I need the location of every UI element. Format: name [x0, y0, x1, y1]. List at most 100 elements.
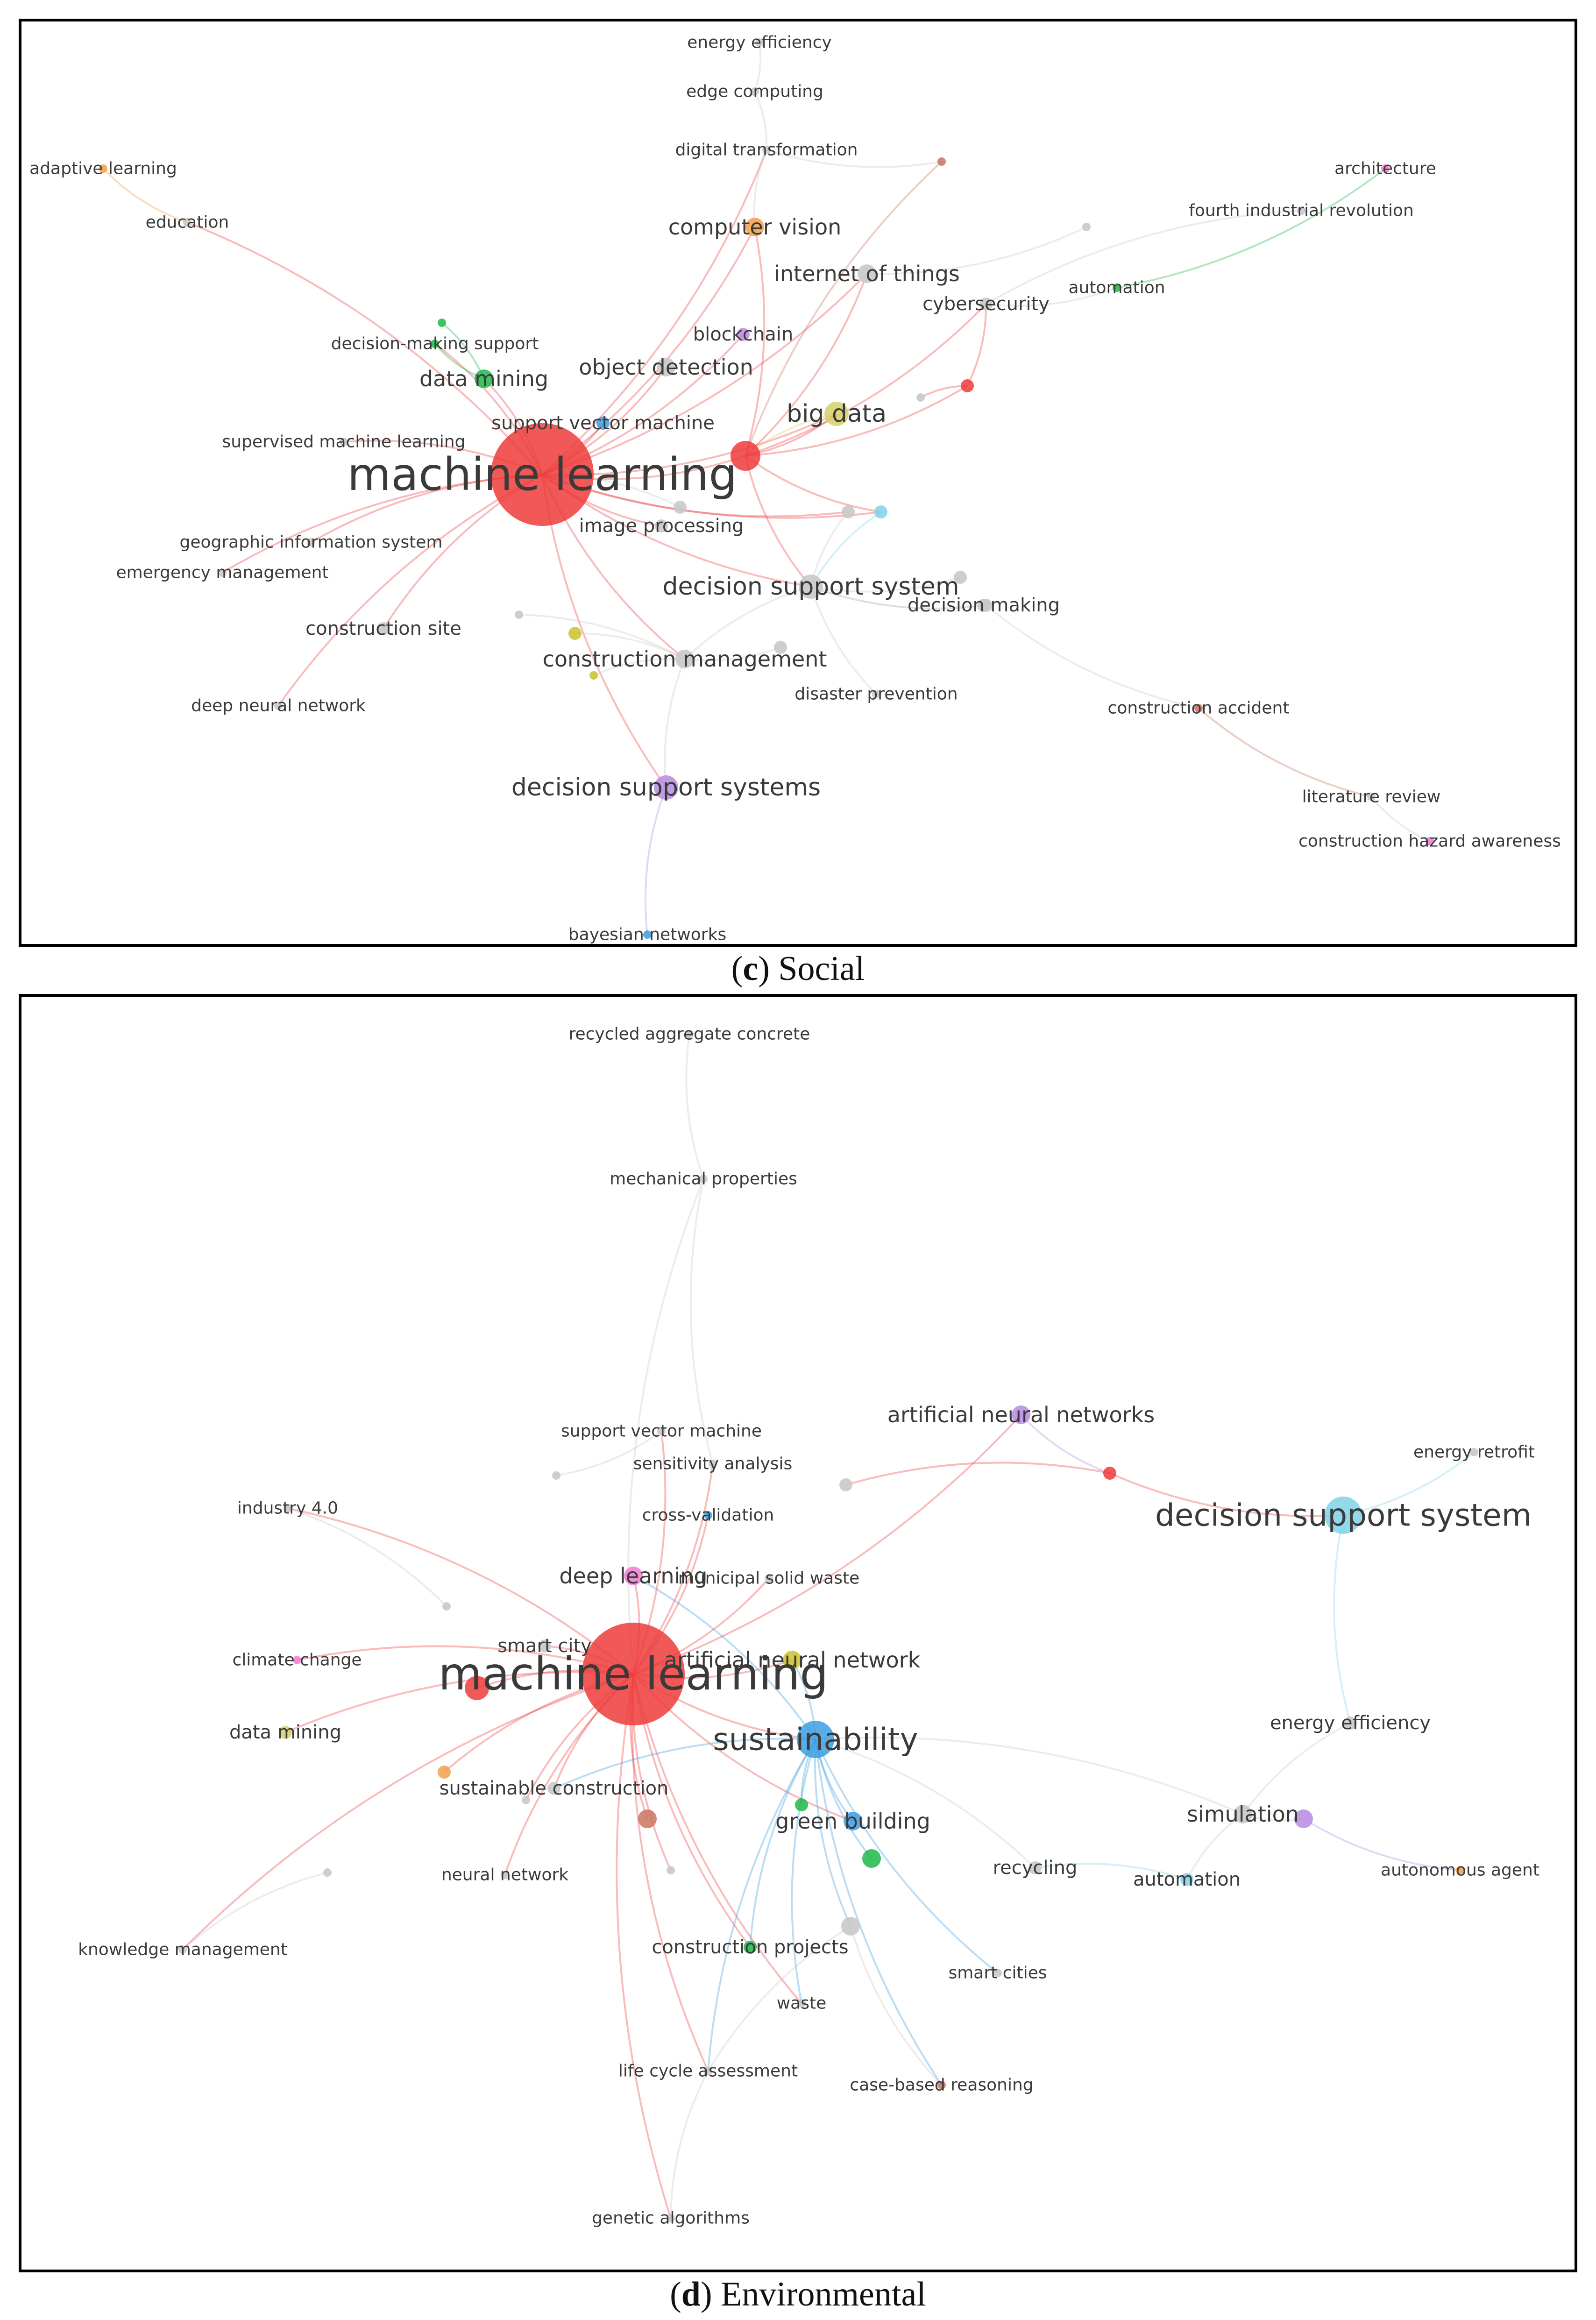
node-v14[interactable] [552, 1471, 560, 1480]
node-sc[interactable] [538, 1639, 551, 1653]
node-ann[interactable] [1012, 1405, 1030, 1424]
node-bigdata[interactable] [824, 402, 849, 426]
node-lr[interactable] [1367, 793, 1376, 801]
node-v5[interactable] [638, 1809, 657, 1828]
node-cha[interactable] [1426, 837, 1434, 845]
node-ec[interactable] [751, 87, 759, 96]
node-nn[interactable] [501, 1871, 509, 1879]
node-cyber[interactable] [979, 298, 993, 311]
node-ann2[interactable] [783, 1651, 802, 1669]
node-dl[interactable] [624, 1567, 643, 1585]
node-em[interactable] [218, 568, 227, 577]
node-u8[interactable] [979, 599, 993, 612]
node-auto[interactable] [1113, 284, 1121, 292]
node-waste[interactable] [797, 1999, 806, 2008]
node-bn[interactable] [643, 930, 652, 939]
node-u1[interactable] [731, 441, 760, 471]
node-u10[interactable] [589, 671, 598, 680]
node-km[interactable] [178, 1945, 187, 1954]
node-cs[interactable] [377, 622, 390, 635]
node-u4[interactable] [961, 379, 974, 392]
node-v13[interactable] [442, 1602, 451, 1611]
node-u9[interactable] [568, 627, 582, 640]
node-u12[interactable] [515, 610, 523, 619]
node-dss[interactable] [1325, 1497, 1362, 1534]
node-dm[interactable] [475, 369, 493, 388]
node-cc[interactable] [293, 1656, 301, 1664]
node-sim[interactable] [1234, 1805, 1252, 1823]
node-u5[interactable] [937, 157, 946, 166]
node-cp[interactable] [744, 1941, 757, 1954]
node-v12[interactable] [323, 1868, 332, 1877]
node-ind[interactable] [284, 1504, 292, 1512]
node-u6[interactable] [916, 393, 925, 402]
node-cbr[interactable] [937, 2081, 946, 2089]
node-v7[interactable] [841, 1917, 860, 1936]
node-v10[interactable] [667, 1866, 675, 1874]
node-fir[interactable] [1297, 206, 1305, 215]
node-u15[interactable] [674, 501, 687, 514]
node-v9[interactable] [839, 1478, 852, 1491]
node-bc[interactable] [737, 328, 750, 341]
node-rac[interactable] [685, 1030, 694, 1038]
node-svm[interactable] [596, 417, 610, 430]
node-arch[interactable] [1381, 164, 1390, 173]
node-dss[interactable] [799, 575, 823, 599]
node-v8[interactable] [1294, 1809, 1313, 1828]
node-dm[interactable] [279, 1726, 292, 1739]
node-v11[interactable] [522, 1796, 530, 1804]
node-u13[interactable] [438, 319, 446, 327]
node-u11[interactable] [774, 641, 787, 654]
node-ml[interactable] [491, 423, 594, 526]
node-mp[interactable] [699, 1175, 708, 1183]
node-u7[interactable] [954, 571, 967, 584]
label-cm: construction management [543, 646, 827, 672]
node-er[interactable] [1470, 1448, 1478, 1456]
node-aa[interactable] [1456, 1866, 1464, 1874]
node-cv[interactable] [745, 218, 764, 236]
node-u3[interactable] [842, 505, 855, 518]
node-al[interactable] [99, 164, 107, 173]
node-ga[interactable] [667, 2214, 675, 2222]
node-v4[interactable] [795, 1798, 808, 1811]
node-ca[interactable] [1194, 704, 1203, 712]
edge-ml-lca [631, 1674, 709, 2072]
node-v1[interactable] [465, 1676, 489, 1700]
node-u14[interactable] [1082, 223, 1091, 231]
node-cm[interactable] [675, 650, 694, 668]
node-dt[interactable] [762, 146, 771, 154]
label-cvd: cross-validation [642, 1506, 774, 1525]
node-gis[interactable] [307, 538, 315, 546]
node-v2[interactable] [1103, 1467, 1116, 1480]
edge-sus-cp [749, 1738, 816, 1948]
node-dnn[interactable] [274, 702, 283, 710]
node-dms[interactable] [431, 340, 439, 348]
node-auto[interactable] [1180, 1873, 1193, 1886]
node-ip[interactable] [655, 519, 668, 532]
edge-sus-scon [553, 1738, 816, 1789]
node-ml[interactable] [582, 1623, 685, 1725]
node-cvd[interactable] [704, 1511, 712, 1519]
label-rec: recycling [993, 1857, 1078, 1879]
node-lca[interactable] [704, 2067, 712, 2075]
label-gis: geographic information system [179, 533, 442, 552]
node-sa[interactable] [709, 1460, 717, 1468]
node-scs[interactable] [993, 1969, 1002, 1977]
node-sml[interactable] [340, 438, 348, 446]
node-scon[interactable] [547, 1782, 560, 1795]
node-v6[interactable] [438, 1766, 451, 1779]
node-u2[interactable] [874, 505, 887, 518]
node-rec[interactable] [1029, 1861, 1042, 1874]
node-dp[interactable] [872, 690, 880, 698]
node-ee[interactable] [755, 38, 764, 47]
node-edu[interactable] [183, 218, 192, 227]
node-dss2[interactable] [654, 775, 678, 800]
node-v3[interactable] [862, 1849, 881, 1868]
node-svm[interactable] [657, 1427, 666, 1435]
node-iot[interactable] [858, 264, 876, 283]
node-eeff[interactable] [1344, 1717, 1357, 1730]
node-gb[interactable] [844, 1812, 862, 1830]
node-od[interactable] [657, 358, 675, 376]
node-msw[interactable] [765, 1574, 773, 1582]
node-sus[interactable] [797, 1721, 834, 1758]
